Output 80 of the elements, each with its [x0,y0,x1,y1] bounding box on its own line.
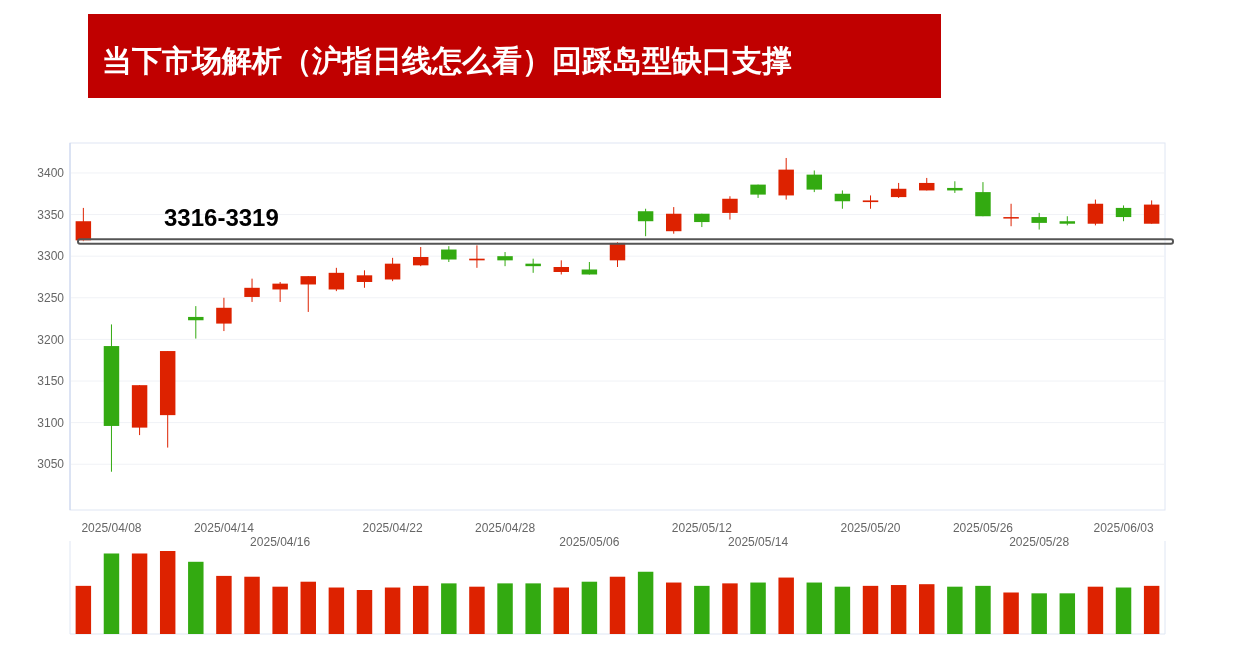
candlestick [1087,199,1104,226]
bar [862,585,879,634]
bar [890,585,907,634]
x-tick-label: 2025/06/03 [1093,521,1154,535]
candlestick [862,194,879,210]
y-tick-label: 3050 [37,457,65,472]
bar [1031,593,1047,634]
y-tick-label: 3350 [37,207,65,222]
bar [806,582,823,634]
bar [412,585,429,634]
candlestick [244,278,260,303]
bar [778,577,794,634]
candlestick [666,206,682,235]
bar [1003,592,1019,634]
x-tick-label: 2025/05/26 [952,521,1014,535]
bar [1115,587,1132,634]
bar [525,583,541,634]
bar [750,582,766,634]
y-tick-label: 3250 [37,290,65,305]
x-tick-label: 2025/05/14 [728,535,789,549]
candlestick [412,246,429,267]
bar [947,586,963,634]
y-tick-label: 3150 [37,374,65,389]
bar [216,575,232,634]
bar [666,582,682,634]
x-tick-label: 2025/05/20 [840,521,901,535]
bar [637,571,654,634]
candlestick [834,189,851,210]
band-label: 3316-3319 [164,204,279,232]
candlestick [384,257,401,282]
candlestick [188,305,204,340]
bar [356,590,373,634]
chart-title: 当下市场解析（沪指日线怎么看）回踩岛型缺口支撑 [102,43,792,78]
x-tick-label: 2025/04/08 [81,521,142,535]
bar [694,585,710,634]
x-tick-label: 2025/04/28 [475,521,536,535]
y-tick-label: 3300 [37,249,65,264]
candlestick [497,251,513,267]
candlestick [216,297,232,332]
candlestick [75,207,92,242]
candlestick [328,267,345,292]
bar [834,586,851,634]
bar [441,583,457,634]
bar [975,585,991,634]
bar [244,576,260,634]
x-tick-label: 2025/04/14 [193,521,255,535]
bar [1087,586,1104,634]
y-tick-label: 3100 [37,415,65,430]
bar [75,585,92,634]
bar [1059,593,1076,634]
candlestick [806,169,823,193]
x-tick-label: 2025/05/28 [1009,535,1070,549]
bar [103,553,120,634]
y-tick-label: 3200 [37,332,65,347]
candlestick [300,275,316,313]
bar [609,576,626,634]
x-tick-label: 2025/05/06 [559,535,620,549]
bar [469,586,485,634]
bar [131,553,148,634]
candlestick [609,241,626,268]
x-tick-label: 2025/05/12 [671,521,733,535]
bar [1143,585,1160,634]
x-tick-label: 2025/04/16 [250,535,311,549]
bar [497,583,513,634]
bar [384,587,401,634]
candlestick [722,195,738,221]
bar [722,583,738,634]
candlestick [1003,203,1019,227]
bar [300,581,316,634]
y-tick-label: 3400 [37,166,65,181]
bar [159,551,176,634]
bar [272,586,288,634]
bar [328,587,345,634]
bar [581,581,598,634]
bar [553,587,570,634]
candlestick [637,208,654,237]
x-tick-label: 2025/04/22 [362,521,423,535]
candlestick [1143,199,1160,225]
bar [188,561,204,634]
bar [919,584,935,634]
